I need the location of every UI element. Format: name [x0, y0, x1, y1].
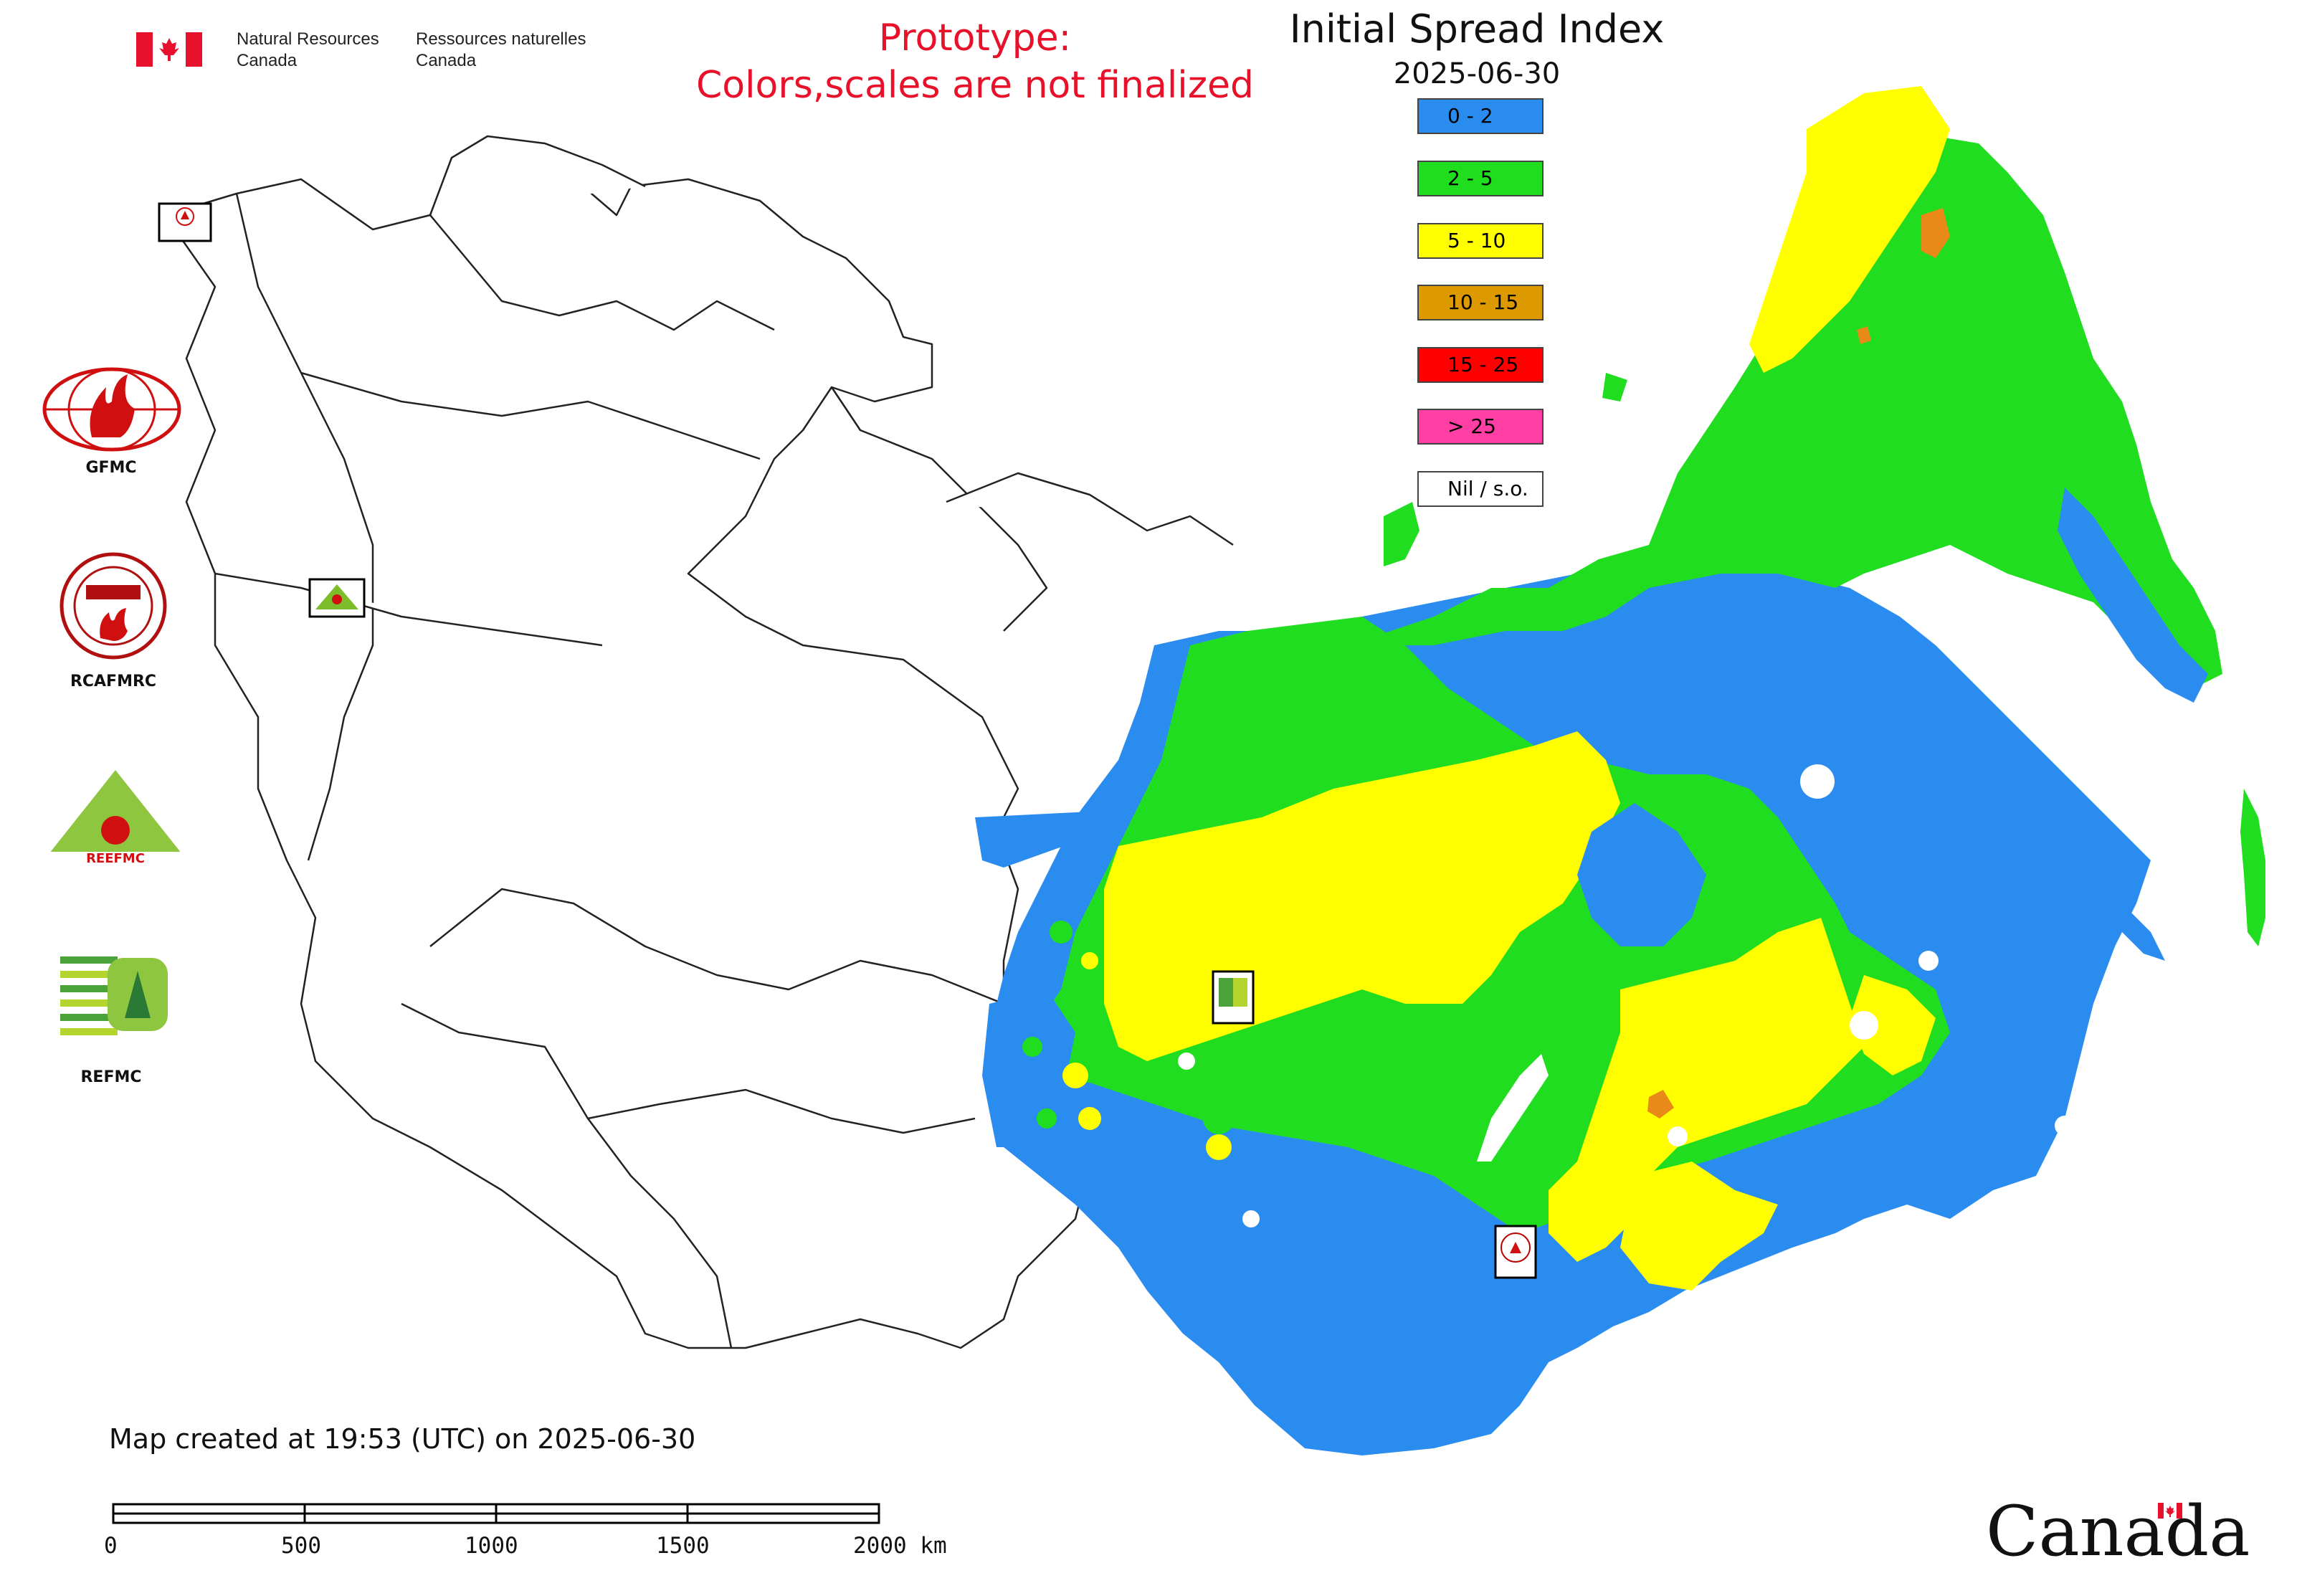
marker-gfmc: [158, 202, 212, 242]
marker-refmc: [1212, 970, 1255, 1025]
isi-raster: [975, 86, 2265, 1455]
scale-label-0: 0: [104, 1533, 118, 1559]
legend-item-10-15: 10 - 15: [1417, 285, 1544, 320]
rcafmrc-label: RCAFMRC: [70, 673, 157, 690]
scale-label-500: 500: [281, 1533, 321, 1559]
legend-item-0-2: 0 - 2: [1417, 98, 1544, 134]
map-title: Initial Spread Index: [1289, 6, 1665, 52]
canada-wordmark: Canada: [1986, 1491, 2250, 1572]
agency-name-fr: Ressources naturelles Canada: [416, 29, 586, 70]
refmc-label: REFMC: [80, 1068, 142, 1086]
marker-rcafmrc: [1494, 1225, 1537, 1279]
scale-label-1500: 1500: [656, 1533, 710, 1559]
nrcan-signature: Natural Resources Canada Ressources natu…: [136, 29, 609, 79]
prototype-notice: Prototype: Colors,scales are not finaliz…: [695, 16, 1255, 107]
scale-bar: [112, 1503, 880, 1524]
canada-flag-icon: [136, 32, 202, 67]
reefmc-logo-icon: REEFMC: [44, 770, 187, 866]
legend-item-15-25: 15 - 25: [1417, 347, 1544, 383]
scale-label-2000: 2000 km: [853, 1533, 947, 1559]
scale-label-1000: 1000: [465, 1533, 518, 1559]
agency-name-en: Natural Resources Canada: [237, 29, 379, 70]
legend-item-5-10: 5 - 10: [1417, 223, 1544, 259]
svg-text:REEFMC: REEFMC: [86, 851, 145, 866]
map-date: 2025-06-30: [1393, 57, 1561, 90]
legend-item-2-5: 2 - 5: [1417, 161, 1544, 196]
gfmc-label: GFMC: [85, 459, 137, 477]
canada-wordmark-flag-icon: [2158, 1503, 2182, 1519]
rcafmrc-logo-icon: [60, 552, 167, 660]
refmc-logo-icon: [60, 949, 172, 1040]
country-outlines: [163, 135, 1234, 1349]
legend-item-gt-25: > 25: [1417, 409, 1544, 445]
marker-reefmc: [308, 578, 366, 618]
legend-item-nil: Nil / s.o.: [1417, 471, 1544, 507]
map-created-timestamp: Map created at 19:53 (UTC) on 2025-06-30: [109, 1423, 696, 1455]
gfmc-logo-icon: [42, 367, 181, 452]
